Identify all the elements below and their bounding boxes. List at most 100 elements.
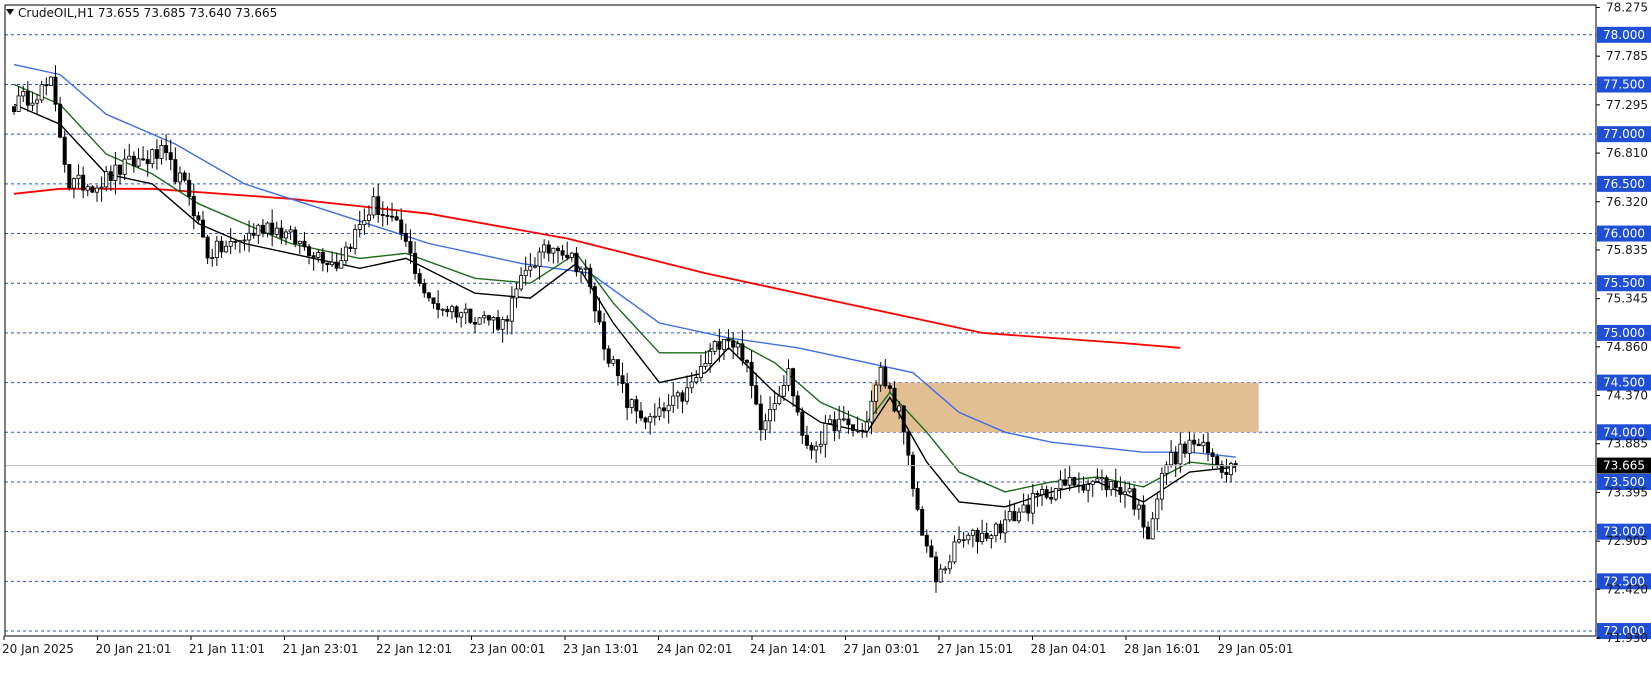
- candle-body: [1053, 488, 1058, 500]
- candle-body: [818, 443, 823, 447]
- candle-body: [555, 247, 560, 252]
- candle-body: [1099, 477, 1104, 480]
- candle-body: [846, 418, 851, 426]
- level-label-box: [1597, 473, 1651, 490]
- level-label: 72.000: [1603, 624, 1645, 638]
- candle-body: [334, 261, 339, 269]
- candle-body: [961, 539, 966, 542]
- triangle-down-icon[interactable]: [6, 9, 14, 15]
- candle-body: [468, 308, 473, 323]
- candle-body: [993, 523, 998, 537]
- candle-body: [362, 220, 367, 226]
- candle-body: [989, 535, 994, 539]
- candle-body: [496, 317, 501, 330]
- price-tick-label: 75.345: [1606, 292, 1648, 306]
- candle-body: [431, 297, 436, 304]
- candle-body: [542, 244, 547, 253]
- time-tick-label: 21 Jan 11:01: [189, 642, 265, 656]
- candle-body: [804, 434, 809, 446]
- candle-body: [35, 99, 40, 104]
- candle-body: [1196, 443, 1201, 447]
- candle-body: [615, 359, 620, 377]
- level-label: 77.500: [1603, 77, 1645, 91]
- candle-body: [394, 216, 399, 221]
- candle-body: [1086, 484, 1091, 491]
- candle-body: [325, 262, 330, 266]
- candle-body: [574, 252, 579, 273]
- candle-body: [943, 568, 948, 571]
- candle-body: [611, 359, 616, 364]
- candle-body: [781, 385, 786, 397]
- candle-body: [1026, 504, 1031, 514]
- candle-body: [740, 343, 745, 361]
- candle-body: [975, 529, 980, 543]
- candle-body: [293, 229, 298, 244]
- candle-body: [1081, 485, 1086, 491]
- candle-body: [528, 265, 533, 271]
- candle-body: [1150, 518, 1155, 540]
- level-label-box: [1597, 523, 1651, 540]
- candle-body: [666, 404, 671, 412]
- candle-body: [1113, 481, 1118, 488]
- candle-body: [260, 224, 265, 234]
- candle-body: [823, 423, 828, 445]
- candle-body: [145, 159, 150, 165]
- candle-body: [85, 186, 90, 191]
- candle-body: [348, 246, 353, 249]
- level-label-box: [1597, 324, 1651, 341]
- candle-body: [11, 106, 16, 112]
- candle-body: [814, 445, 819, 451]
- candle-body: [786, 368, 791, 386]
- ma-green-line: [13, 83, 1236, 493]
- candle-body: [1132, 488, 1137, 510]
- time-tick-label: 28 Jan 04:01: [1031, 642, 1107, 656]
- candle-body: [108, 171, 113, 181]
- candle-body: [99, 186, 104, 189]
- candle-body: [579, 268, 584, 273]
- level-label-box: [1597, 374, 1651, 391]
- candle-body: [1215, 456, 1220, 466]
- level-label-box: [1597, 175, 1651, 192]
- candle-body: [48, 76, 53, 86]
- candle-body: [592, 286, 597, 312]
- price-tick-label: 73.395: [1606, 485, 1648, 499]
- candle-body: [1072, 477, 1077, 486]
- plot-frame: [4, 4, 1597, 637]
- candle-body: [1210, 452, 1215, 457]
- time-tick-label: 24 Jan 14:01: [750, 642, 826, 656]
- candle-body: [449, 306, 454, 313]
- candle-body: [712, 341, 717, 352]
- candle-body: [1063, 479, 1068, 486]
- candle-body: [1104, 477, 1109, 491]
- candle-body: [532, 265, 537, 268]
- candle-body: [1127, 488, 1132, 493]
- zone-rect: [871, 382, 1259, 433]
- candle-body: [827, 419, 832, 424]
- candle-body: [897, 405, 902, 412]
- candle-body: [1067, 477, 1072, 486]
- candle-body: [795, 395, 800, 413]
- candle-body: [219, 240, 224, 253]
- level-label: 74.500: [1603, 376, 1645, 390]
- candle-body: [864, 421, 869, 432]
- candle-body: [721, 339, 726, 350]
- candle-body: [735, 343, 740, 348]
- price-tick-label: 74.370: [1606, 389, 1648, 403]
- candle-body: [648, 416, 653, 423]
- candle-body: [685, 387, 690, 402]
- candle-body: [929, 545, 934, 558]
- candle-body: [251, 232, 256, 236]
- time-tick-label: 20 Jan 2025: [2, 642, 74, 656]
- candle-body: [791, 368, 796, 397]
- candle-body: [417, 273, 422, 284]
- candle-body: [380, 214, 385, 216]
- candle-body: [482, 315, 487, 319]
- candle-body: [330, 261, 335, 266]
- candle-body: [625, 383, 630, 408]
- candles: [11, 65, 1238, 593]
- time-tick-label: 24 Jan 02:01: [657, 642, 733, 656]
- candle-body: [537, 251, 542, 267]
- candle-body: [403, 232, 408, 242]
- candle-body: [173, 159, 178, 183]
